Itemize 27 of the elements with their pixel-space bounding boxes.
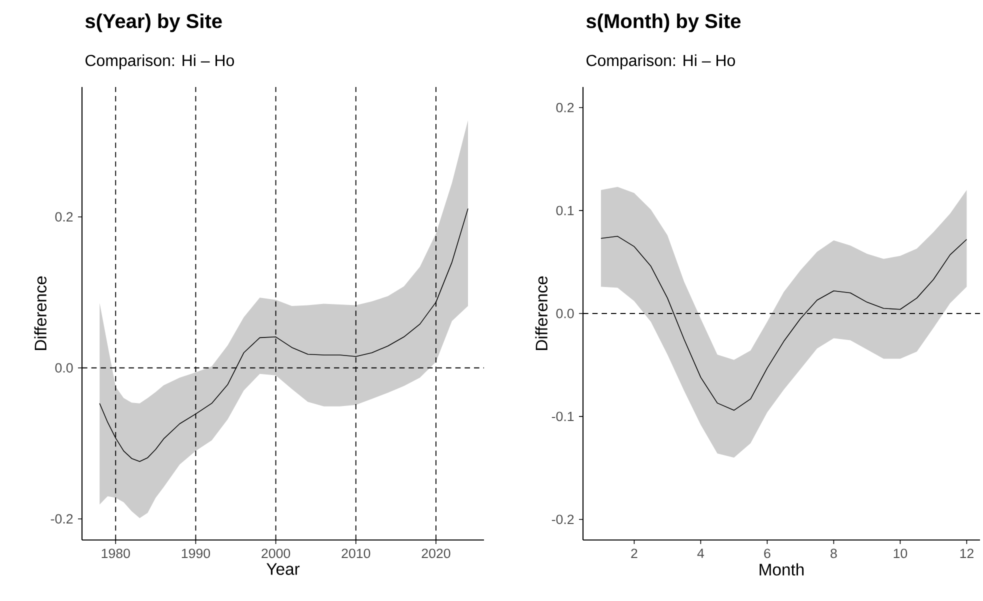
y-tick-label: -0.2 — [552, 514, 574, 524]
chart-title: s(Month) by Site — [586, 14, 741, 32]
x-tick-label: 12 — [960, 548, 974, 558]
y-tick-label: 0.0 — [556, 308, 574, 318]
y-tick-label: 0.1 — [556, 206, 574, 216]
chart-title: s(Year) by Site — [85, 14, 222, 32]
y-axis-title: Difference — [535, 276, 548, 350]
chart-subtitle: Comparison: Hi – Ho — [586, 54, 735, 70]
y-tick-label: 0.2 — [55, 212, 73, 222]
y-axis-title: Difference — [34, 276, 46, 350]
chart-subtitle: Comparison: Hi – Ho — [86, 54, 234, 70]
x-tick-label: 8 — [830, 548, 837, 558]
y-tick-label: -0.2 — [50, 514, 73, 524]
x-tick-label: 2020 — [422, 548, 450, 558]
x-tick-label: 6 — [764, 548, 770, 558]
x-tick-label: 1990 — [182, 548, 210, 558]
x-tick-label: 4 — [697, 548, 704, 558]
x-tick-label: 1980 — [102, 548, 130, 558]
x-axis-title: Month — [760, 563, 804, 576]
x-tick-label: 2 — [631, 548, 638, 558]
y-tick-label: 0.2 — [556, 102, 574, 112]
y-tick-label: -0.1 — [552, 412, 574, 422]
x-tick-label: 10 — [894, 548, 908, 558]
x-tick-label: 2000 — [262, 548, 290, 558]
x-axis-title: Year — [266, 563, 300, 575]
y-tick-label: 0.0 — [55, 363, 73, 373]
x-tick-label: 2010 — [342, 548, 370, 558]
